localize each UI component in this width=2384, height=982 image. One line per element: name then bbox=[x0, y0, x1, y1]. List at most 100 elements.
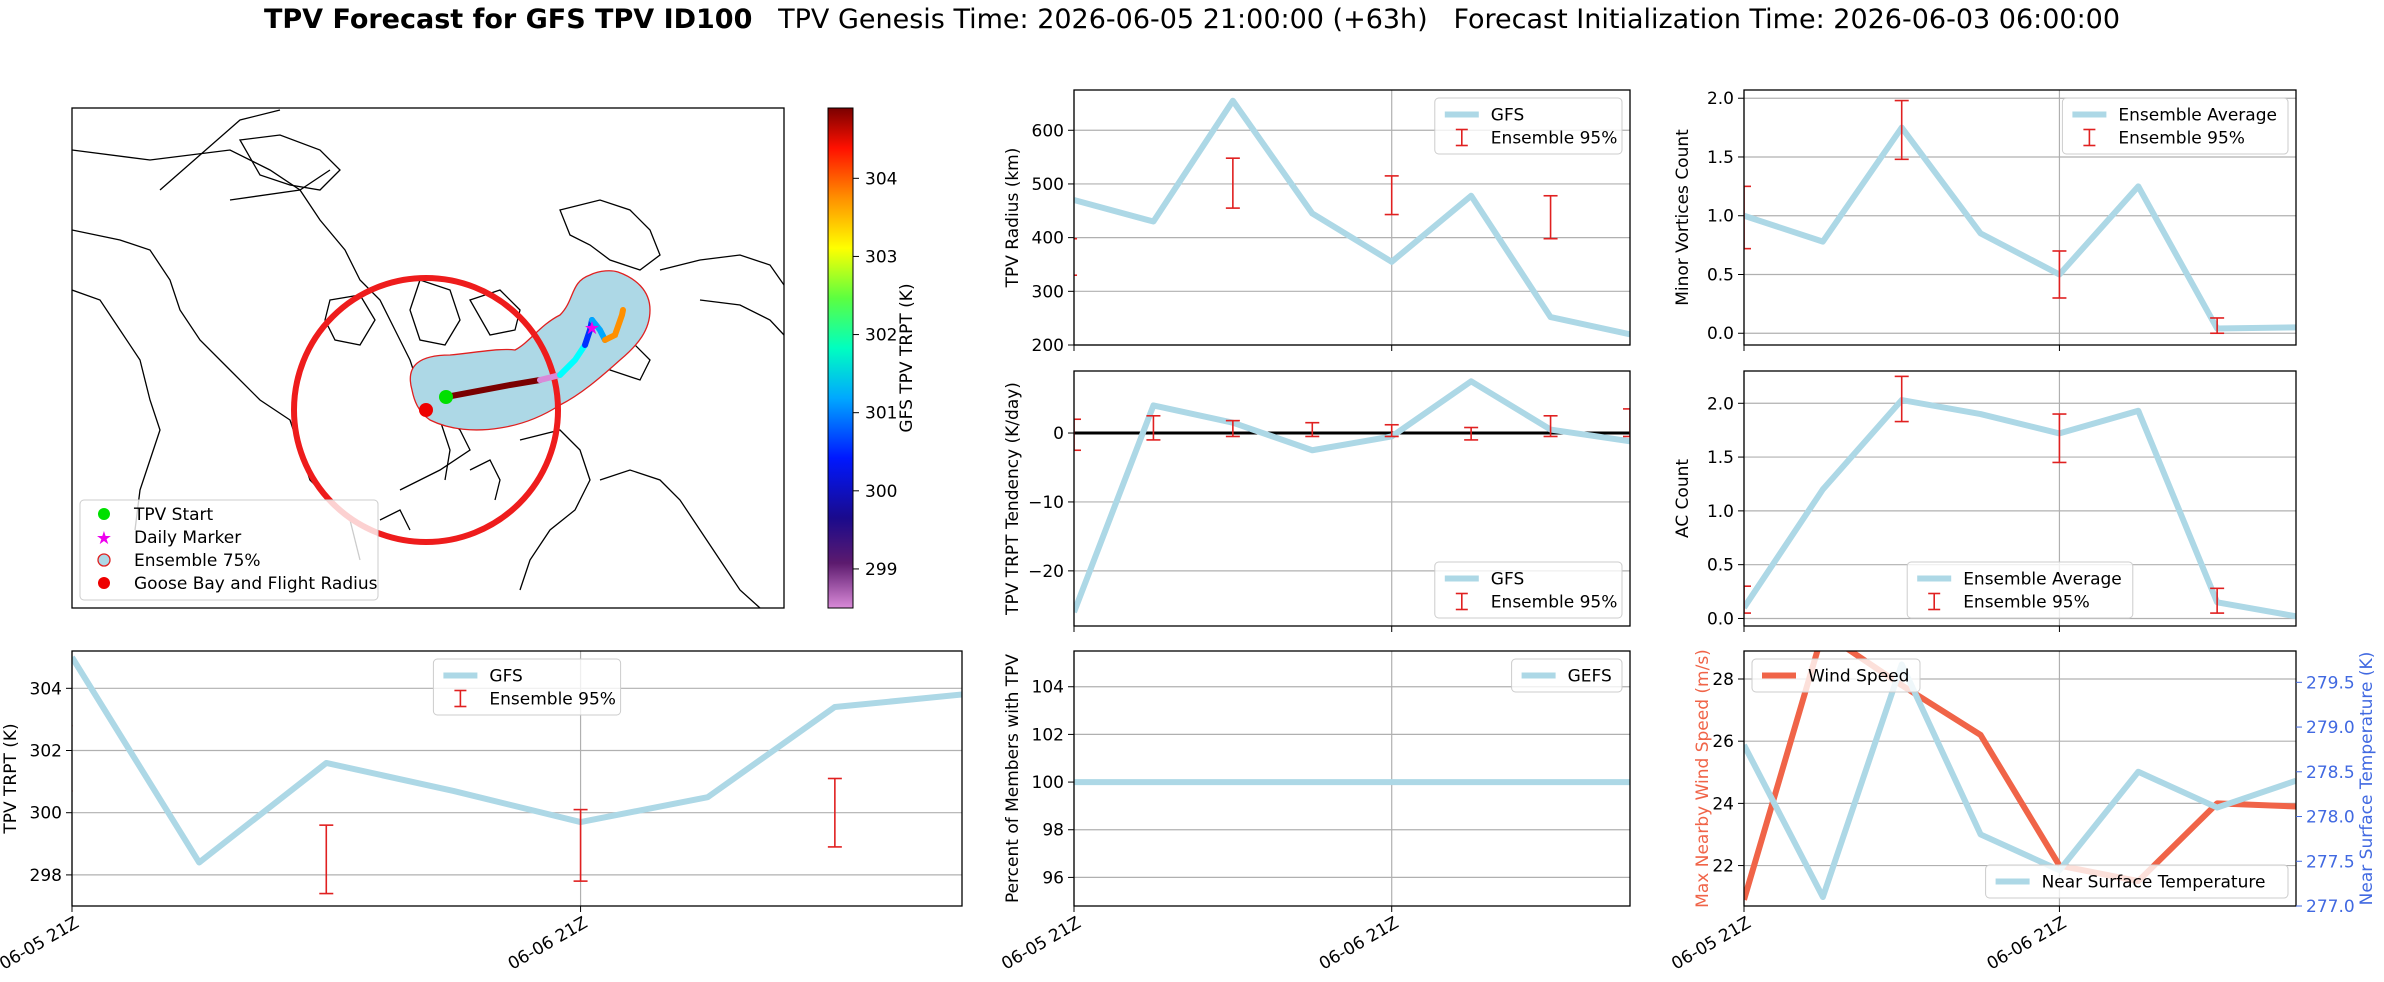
legend-ensemble-75: Ensemble 75% bbox=[134, 551, 261, 571]
x-tick-label: 06-06 21Z bbox=[1984, 913, 2070, 974]
error-bar bbox=[319, 824, 334, 895]
tpv-track bbox=[443, 307, 626, 400]
y-tick-label: 400 bbox=[1032, 229, 1064, 249]
x-tick-label: 06-06 21Z bbox=[505, 913, 591, 974]
y-tick-label: 0.5 bbox=[1707, 556, 1734, 576]
y-tick-label: 2.0 bbox=[1707, 89, 1734, 109]
chart-legend: GEFS bbox=[1511, 658, 1623, 693]
series-line-ensemble-average bbox=[1744, 397, 2296, 620]
figure-title: TPV Forecast for GFS TPV ID100 TPV Genes… bbox=[0, 4, 2384, 35]
y-axis-label: TPV TRPT (K) bbox=[1, 723, 21, 834]
error-bar bbox=[1225, 419, 1240, 438]
series-group bbox=[1074, 378, 1630, 614]
error-bar bbox=[1623, 408, 1630, 438]
error-bar bbox=[1225, 157, 1240, 209]
goose-bay-radius-circle bbox=[291, 275, 561, 545]
legend-goose-bay: Goose Bay and Flight Radius bbox=[134, 574, 378, 594]
legend-errorbar-icon bbox=[1455, 128, 1468, 147]
green-dot-icon bbox=[98, 508, 110, 520]
chart-legend: GFS Ensemble 95% bbox=[1434, 97, 1623, 155]
error-bar bbox=[1744, 585, 1751, 614]
chart-legend: Ensemble Average Ensemble 95% bbox=[1906, 561, 2134, 619]
x-tick-label: 06-05 21Z bbox=[998, 913, 1084, 974]
series-group bbox=[72, 655, 962, 895]
colorbar-label: GFS TPV TRPT (K) bbox=[897, 283, 917, 432]
series-line-gfs bbox=[1074, 97, 1630, 338]
error-bar bbox=[1384, 175, 1399, 216]
legend-label: Ensemble 95% bbox=[2118, 129, 2245, 149]
y-tick-label: 500 bbox=[1032, 175, 1064, 195]
axes-frame bbox=[1073, 370, 1631, 627]
error-bar bbox=[1894, 375, 1909, 423]
legend-label: GFS bbox=[1491, 570, 1524, 590]
y-tick-label: 1.0 bbox=[1707, 502, 1734, 522]
y-tick-label: 1.0 bbox=[1707, 207, 1734, 227]
map-legend: ★ TPV Start Daily Marker Ensemble 75% Go… bbox=[79, 499, 379, 601]
y-tick-label: −20 bbox=[1028, 562, 1064, 582]
colorbar-tick-label: 301 bbox=[865, 404, 897, 424]
colorbar-tick-label: 303 bbox=[865, 247, 897, 267]
axes-frame bbox=[71, 650, 963, 907]
error-bar bbox=[1074, 237, 1078, 277]
x-tick-label: 06-06 21Z bbox=[1316, 913, 1402, 974]
error-bar bbox=[2052, 413, 2067, 464]
y-tick-label: 0.0 bbox=[1707, 324, 1734, 344]
error-bar bbox=[1146, 414, 1161, 441]
y-tick-label-right: 278.5 bbox=[2306, 763, 2355, 783]
magenta-star-icon: ★ bbox=[96, 528, 112, 549]
chart-legend: Ensemble Average Ensemble 95% bbox=[2061, 97, 2289, 155]
title-genesis: TPV Genesis Time: 2026-06-05 21:00:00 (+… bbox=[778, 4, 1428, 35]
y-axis-label: Percent of Members with TPV bbox=[1003, 654, 1023, 903]
colorbar-tick-label: 302 bbox=[865, 326, 897, 346]
chart-legend: GFS Ensemble 95% bbox=[432, 658, 622, 716]
series-group bbox=[1744, 651, 2296, 901]
legend-label: GFS bbox=[489, 667, 522, 687]
y-tick-label: 1.5 bbox=[1707, 148, 1734, 168]
y-tick-label-right: 277.5 bbox=[2306, 852, 2355, 872]
x-tick-label: 06-05 21Z bbox=[0, 913, 83, 974]
axes-frame bbox=[1073, 650, 1631, 907]
map-colorbar: 299 300 301 302 303 304 GFS TPV TRPT (K) bbox=[827, 107, 917, 609]
trpt-tendency-chart: −20 −10 0 TPV TRPT Tendency (K/day) GFS Ensem… bbox=[1003, 370, 1631, 632]
title-main: TPV Forecast for GFS TPV ID100 bbox=[263, 4, 753, 35]
y-tick-label: 22 bbox=[1712, 857, 1734, 877]
y-tick-label: 298 bbox=[30, 866, 62, 886]
y-tick-label: 2.0 bbox=[1707, 394, 1734, 414]
legend-errorbar-icon bbox=[454, 689, 467, 708]
y-tick-label: 200 bbox=[1032, 336, 1064, 356]
legend-tpv-start: TPV Start bbox=[133, 505, 214, 525]
error-bar bbox=[1464, 426, 1479, 441]
y-tick-label: 26 bbox=[1712, 732, 1734, 752]
error-bar bbox=[573, 808, 588, 882]
goose-bay-marker bbox=[419, 403, 433, 417]
legend-label: Ensemble 95% bbox=[1963, 593, 2090, 613]
x-tick-label: 06-05 21Z bbox=[1668, 913, 1754, 974]
error-bar bbox=[2052, 250, 2067, 299]
y-tick-label-right: 277.0 bbox=[2306, 897, 2355, 917]
y-tick-label: 600 bbox=[1032, 121, 1064, 141]
y-tick-label-right: 279.5 bbox=[2306, 673, 2355, 693]
error-bar bbox=[1894, 99, 1909, 161]
y-tick-label: 0.0 bbox=[1707, 609, 1734, 629]
tpv-trpt-chart: 298 300 302 304 TPV TRPT (K) 06-05 21Z 06-06 2… bbox=[0, 650, 963, 974]
colorbar-tick-label: 299 bbox=[865, 560, 897, 580]
percent-members-chart: 96 98 100 102 104 Percent of Members with TPV… bbox=[998, 650, 1631, 974]
error-bar bbox=[2210, 317, 2225, 335]
legend-errorbar-icon bbox=[1455, 592, 1468, 611]
series-line-wind-speed bbox=[1744, 651, 2296, 901]
legend-errorbar-icon bbox=[2083, 128, 2096, 147]
outlined-circle-icon bbox=[97, 553, 111, 567]
series-group bbox=[1744, 375, 2296, 620]
colorbar-gradient bbox=[827, 107, 854, 609]
title-init: Forecast Initialization Time: 2026-06-03… bbox=[1453, 4, 2121, 35]
chart-legend: GFS Ensemble 95% bbox=[1434, 561, 1623, 619]
y-tick-label: 28 bbox=[1712, 670, 1734, 690]
error-bar bbox=[1543, 194, 1558, 240]
legend-label: Near Surface Temperature bbox=[2042, 873, 2266, 893]
y-tick-label-right: 279.0 bbox=[2306, 718, 2355, 738]
error-bar bbox=[1384, 423, 1399, 438]
legend-errorbar-icon bbox=[1928, 592, 1941, 611]
colorbar-ticks: 299 300 301 302 303 304 bbox=[853, 169, 897, 580]
